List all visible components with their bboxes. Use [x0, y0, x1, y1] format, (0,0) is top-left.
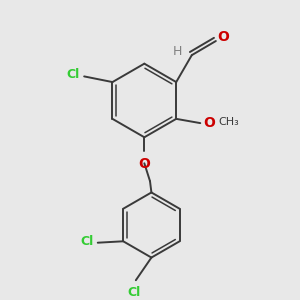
Text: O: O — [203, 116, 215, 130]
Text: CH₃: CH₃ — [219, 117, 239, 127]
Text: Cl: Cl — [80, 235, 94, 248]
Text: O: O — [217, 30, 229, 44]
Text: H: H — [172, 45, 182, 58]
Text: Cl: Cl — [67, 68, 80, 82]
Text: Cl: Cl — [128, 286, 141, 299]
Text: O: O — [138, 157, 150, 171]
